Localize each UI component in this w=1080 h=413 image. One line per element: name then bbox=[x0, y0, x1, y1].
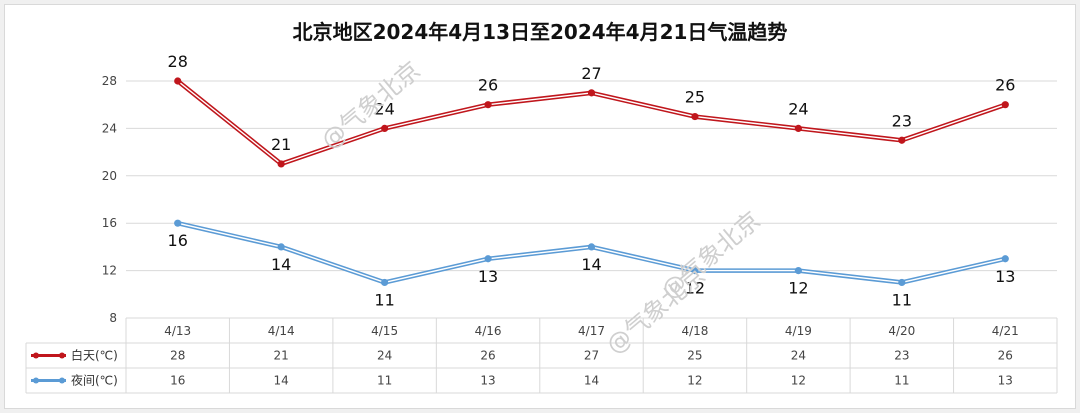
data-label-night: 12 bbox=[685, 279, 705, 298]
data-label-night: 16 bbox=[168, 231, 188, 250]
data-label-day: 21 bbox=[271, 135, 291, 154]
data-point-day bbox=[174, 77, 182, 85]
y-tick-label: 16 bbox=[102, 216, 117, 230]
data-point-day bbox=[1001, 101, 1009, 109]
data-point-day bbox=[381, 124, 389, 132]
watermark-text: @气象北京 bbox=[316, 56, 426, 155]
data-point-night bbox=[1001, 255, 1009, 263]
data-point-night bbox=[691, 267, 699, 275]
y-tick-label: 12 bbox=[102, 264, 117, 278]
x-tick-label: 4/14 bbox=[268, 324, 295, 338]
data-label-day: 24 bbox=[788, 99, 808, 118]
data-label-night: 13 bbox=[995, 267, 1015, 286]
data-label-night: 14 bbox=[271, 255, 291, 274]
table-cell-night: 14 bbox=[584, 374, 599, 388]
watermark-text: @气象北京 bbox=[656, 206, 766, 305]
data-point-night bbox=[381, 278, 389, 287]
data-point-night bbox=[277, 243, 285, 251]
x-tick-label: 4/13 bbox=[164, 324, 191, 338]
x-tick-label: 4/20 bbox=[888, 324, 915, 338]
data-label-night: 13 bbox=[478, 267, 498, 286]
legend-label-day: 白天(℃) bbox=[71, 348, 118, 363]
table-cell-night: 16 bbox=[170, 374, 185, 388]
legend-marker-night bbox=[33, 377, 39, 384]
legend-marker-day bbox=[33, 352, 39, 359]
data-point-day bbox=[484, 101, 492, 109]
table-cell-day: 28 bbox=[170, 349, 185, 363]
x-tick-label: 4/15 bbox=[371, 324, 398, 338]
data-label-night: 11 bbox=[892, 290, 912, 309]
table-cell-day: 24 bbox=[377, 349, 392, 363]
table-cell-day: 26 bbox=[480, 349, 495, 363]
table-cell-day: 25 bbox=[687, 349, 702, 363]
data-label-day: 23 bbox=[892, 111, 912, 130]
data-point-night bbox=[794, 267, 802, 275]
data-label-night: 14 bbox=[581, 255, 601, 274]
table-cell-day: 26 bbox=[998, 349, 1013, 363]
data-label-day: 28 bbox=[168, 52, 188, 71]
y-tick-label: 28 bbox=[102, 74, 117, 88]
chart-title: 北京地区2024年4月13日至2024年4月21日气温趋势 bbox=[292, 20, 788, 44]
x-tick-label: 4/17 bbox=[578, 324, 605, 338]
y-tick-label: 20 bbox=[102, 169, 117, 183]
table-cell-night: 11 bbox=[894, 374, 909, 388]
legend-label-night: 夜间(℃) bbox=[71, 373, 118, 388]
y-tick-label: 24 bbox=[102, 121, 117, 135]
table-cell-day: 23 bbox=[894, 349, 909, 363]
x-tick-label: 4/19 bbox=[785, 324, 812, 338]
table-cell-night: 14 bbox=[274, 374, 289, 388]
x-tick-label: 4/21 bbox=[992, 324, 1019, 338]
y-tick-label: 8 bbox=[109, 311, 117, 325]
legend-marker-night bbox=[59, 377, 65, 384]
data-point-day bbox=[277, 160, 285, 168]
data-point-night bbox=[174, 219, 182, 227]
data-label-night: 12 bbox=[788, 279, 808, 298]
data-label-day: 25 bbox=[685, 88, 705, 107]
table-cell-night: 12 bbox=[791, 374, 806, 388]
table-cell-day: 24 bbox=[791, 349, 806, 363]
table-cell-night: 11 bbox=[377, 374, 392, 388]
data-point-day bbox=[898, 136, 906, 144]
data-label-night: 11 bbox=[374, 290, 394, 309]
x-tick-label: 4/16 bbox=[475, 324, 502, 338]
x-tick-label: 4/18 bbox=[681, 324, 708, 338]
data-point-day bbox=[794, 124, 802, 132]
legend-marker-day bbox=[59, 352, 65, 359]
data-point-day bbox=[691, 112, 699, 121]
data-point-night bbox=[587, 243, 596, 251]
data-point-night bbox=[898, 278, 906, 287]
data-label-day: 27 bbox=[581, 64, 601, 83]
data-label-day: 26 bbox=[478, 76, 498, 95]
data-point-night bbox=[484, 255, 492, 263]
data-label-day: 26 bbox=[995, 76, 1015, 95]
table-cell-day: 21 bbox=[274, 349, 289, 363]
data-point-day bbox=[587, 89, 596, 97]
table-cell-night: 12 bbox=[687, 374, 702, 388]
table-cell-night: 13 bbox=[480, 374, 495, 388]
table-cell-day: 27 bbox=[584, 349, 599, 363]
table-cell-night: 13 bbox=[998, 374, 1013, 388]
data-label-day: 24 bbox=[374, 99, 394, 118]
